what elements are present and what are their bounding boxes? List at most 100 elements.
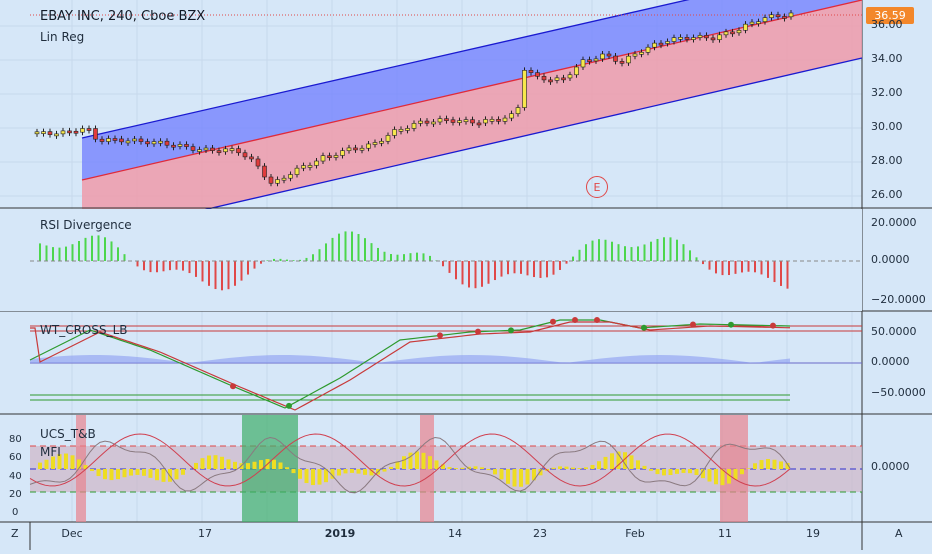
- mfi-bar: [253, 462, 257, 469]
- ucs-left-tick: 60: [9, 452, 22, 463]
- mfi-bar: [422, 453, 426, 469]
- candle-body: [68, 131, 72, 133]
- candle-body: [55, 134, 59, 136]
- ucs-title[interactable]: UCS_T&B: [40, 427, 96, 441]
- price-tick: 34.00: [871, 52, 903, 65]
- candle-body: [425, 121, 429, 123]
- ucs-left-tick: 80: [9, 434, 22, 445]
- time-tick: 23: [533, 527, 547, 540]
- mfi-bar: [402, 456, 406, 469]
- candle-body: [575, 67, 579, 75]
- mfi-bar: [636, 460, 640, 469]
- candle-body: [165, 141, 169, 145]
- candle-body: [705, 35, 709, 37]
- candle-body: [718, 35, 722, 40]
- mfi-bar: [448, 467, 452, 469]
- candle-body: [393, 130, 397, 136]
- mfi-bar: [493, 469, 497, 474]
- mfi-bar: [357, 469, 361, 474]
- indicator-linreg-label[interactable]: Lin Reg: [40, 30, 84, 44]
- mfi-bar: [272, 460, 276, 469]
- candle-body: [737, 30, 741, 32]
- wt-cross-dot: [641, 325, 647, 331]
- candle-body: [731, 32, 735, 34]
- bottom-highlight: [720, 415, 748, 522]
- candle-body: [516, 108, 520, 114]
- candle-body: [172, 145, 176, 147]
- candle-body: [724, 32, 728, 35]
- mfi-bar: [565, 467, 569, 469]
- mfi-bar: [227, 459, 231, 469]
- candle-body: [523, 70, 527, 107]
- candle-body: [581, 60, 585, 67]
- candle-body: [87, 129, 91, 131]
- candle-body: [100, 139, 104, 141]
- candle-body: [503, 118, 507, 121]
- zoom-corner-button[interactable]: Z: [11, 527, 19, 540]
- candle-body: [367, 144, 371, 148]
- candle-body: [451, 120, 455, 123]
- candle-body: [594, 59, 598, 61]
- mfi-bar: [656, 469, 660, 474]
- rsi-title[interactable]: RSI Divergence: [40, 218, 132, 232]
- wt-title[interactable]: WT_CROSS_LB: [40, 323, 128, 337]
- candle-body: [146, 142, 150, 144]
- candle-body: [347, 148, 351, 151]
- earnings-marker[interactable]: E: [586, 176, 608, 198]
- mfi-bar: [311, 469, 315, 485]
- price-tick: 28.00: [871, 154, 903, 167]
- mfi-bar: [740, 469, 744, 474]
- wt-tick: 50.0000: [871, 325, 917, 338]
- time-tick: Feb: [625, 527, 644, 540]
- auto-scale-button[interactable]: A: [895, 527, 903, 540]
- ucs-left-tick: 20: [9, 489, 22, 500]
- mfi-bar: [175, 469, 179, 479]
- wt-cross-dot: [770, 323, 776, 329]
- mfi-bar: [298, 469, 302, 479]
- candle-body: [295, 168, 299, 174]
- symbol-title[interactable]: EBAY INC, 240, Cboe BZX: [40, 9, 205, 24]
- mfi-bar: [708, 469, 712, 482]
- candle-body: [679, 37, 683, 39]
- candle-body: [250, 157, 254, 159]
- candle-body: [113, 138, 117, 140]
- candle-body: [373, 143, 377, 145]
- mfi-bar: [214, 455, 218, 469]
- candle-body: [341, 151, 345, 156]
- mfi-bar: [90, 469, 94, 471]
- mfi-bar: [389, 467, 393, 469]
- mfi-bar: [506, 469, 510, 484]
- candle-body: [198, 150, 202, 152]
- candle-body: [471, 120, 475, 123]
- mfi-bar: [591, 465, 595, 469]
- mfi-bar: [305, 469, 309, 483]
- candle-body: [770, 15, 774, 18]
- mfi-bar: [97, 469, 101, 476]
- mfi-bar: [292, 469, 296, 473]
- candle-body: [477, 123, 481, 125]
- candle-body: [152, 142, 156, 144]
- mfi-bar: [597, 461, 601, 469]
- candle-body: [48, 132, 52, 135]
- candle-body: [672, 38, 676, 42]
- price-tick: 32.00: [871, 86, 903, 99]
- mfi-bar: [779, 461, 783, 469]
- mfi-title[interactable]: MFI: [40, 445, 61, 459]
- candle-body: [42, 132, 46, 134]
- mfi-bar: [129, 469, 133, 476]
- wt-cross-dot: [728, 322, 734, 328]
- mfi-bar: [643, 466, 647, 469]
- mfi-bar: [766, 459, 770, 469]
- time-tick: 11: [718, 527, 732, 540]
- candle-body: [653, 43, 657, 47]
- mfi-bar: [246, 463, 250, 469]
- mfi-bar: [383, 469, 387, 472]
- mfi-bar: [337, 469, 341, 475]
- wt-cross-dot: [437, 332, 443, 338]
- candle-body: [243, 153, 247, 157]
- candle-body: [302, 166, 306, 169]
- mfi-bar: [558, 466, 562, 469]
- candle-body: [380, 141, 384, 143]
